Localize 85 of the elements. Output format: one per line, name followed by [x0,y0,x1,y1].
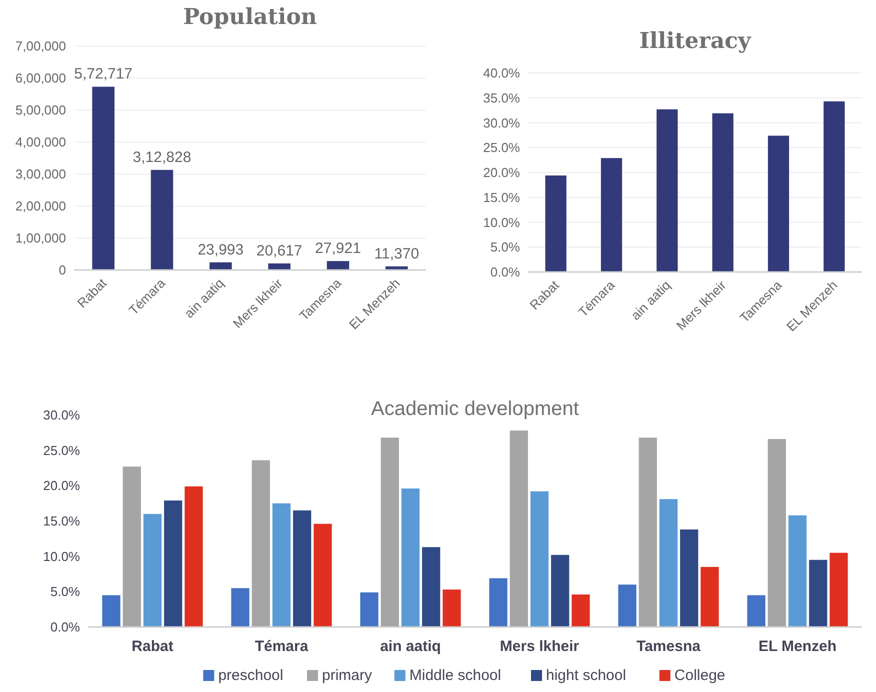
y-tick-label: 25.0% [483,140,520,156]
bar [401,488,420,627]
bar [252,460,270,627]
legend-label: Middle school [409,667,502,684]
y-tick-label: 5.0% [50,584,80,600]
y-tick-label: 0 [58,262,66,278]
data-label: 5,72,717 [74,66,133,83]
bar [164,500,182,627]
x-tick-label: EL Menzeh [758,638,837,655]
bar [314,524,332,627]
y-tick-label: 7,00,000 [15,38,66,54]
bar [102,595,120,627]
x-tick-label: Rabat [132,638,174,655]
data-label: 11,370 [374,245,420,262]
bar [600,158,622,272]
y-tick-label: 20.0% [483,165,520,180]
bar [824,101,845,272]
y-tick-label: 6,00,000 [15,70,66,86]
data-label: 3,12,828 [132,148,192,166]
chart-title: Academic development [371,398,580,420]
data-label: 20,617 [256,242,302,260]
bar [768,439,786,627]
bar [272,503,291,627]
y-tick-label: 4,00,000 [15,134,66,150]
bar [184,486,203,627]
bar [92,86,114,270]
bar [489,578,508,627]
y-tick-label: 20.0% [43,478,80,494]
legend-label: primary [322,667,372,684]
y-tick-label: 10.0% [483,214,520,230]
legend-label: College [674,667,726,684]
bar [143,514,162,627]
y-tick-label: 30.0% [483,115,520,130]
bar [788,515,807,627]
bar [712,113,734,272]
y-tick-label: 10.0% [43,548,80,564]
bar [122,466,141,627]
y-tick-label: 15.0% [43,514,80,529]
bar [530,491,549,627]
y-tick-label: 15.0% [483,190,520,205]
chart-title: Illiteracy [639,28,752,54]
x-tick-label: Témara [254,638,309,655]
x-tick-label: Tamesna [636,638,702,655]
legend-label: hight school [546,667,626,684]
y-tick-label: 30.0% [43,408,80,423]
bar [422,547,440,627]
bar [747,595,766,627]
bar [680,529,698,627]
y-tick-label: 25.0% [43,442,80,458]
bar [326,261,350,270]
bar [551,554,570,627]
bar [700,566,719,627]
bar [510,430,528,627]
y-tick-label: 3,00,000 [15,166,66,182]
bar [360,592,378,627]
bar [656,109,678,272]
data-label: 27,921 [315,240,361,258]
x-tick-label: ain aatiq [380,638,441,655]
y-tick-label: 1,00,000 [15,230,66,246]
y-tick-label: 2,00,000 [15,198,66,214]
y-tick-label: 0.0% [490,264,520,280]
y-tick-label: 5.0% [490,240,520,255]
bar [545,175,566,272]
y-tick-label: 0.0% [50,620,80,635]
bar [268,263,290,270]
y-tick-label: 40.0% [483,66,520,81]
legend-label: preschool [218,667,284,684]
bar [830,552,848,627]
bar [638,438,657,627]
bar [293,510,312,627]
bar [150,170,174,270]
y-tick-label: 5,00,000 [15,102,66,118]
x-tick-label: Mers lkheir [500,638,580,655]
bar [572,594,590,627]
bar [380,438,399,627]
bar [659,499,678,627]
bar [618,584,636,627]
chart-title: Population [183,4,317,30]
y-tick-label: 35.0% [483,90,520,106]
bar [210,262,232,270]
bar [442,590,461,627]
bar [768,136,790,272]
data-label: 23,993 [198,241,244,258]
bar [231,588,250,627]
bar [809,560,828,627]
